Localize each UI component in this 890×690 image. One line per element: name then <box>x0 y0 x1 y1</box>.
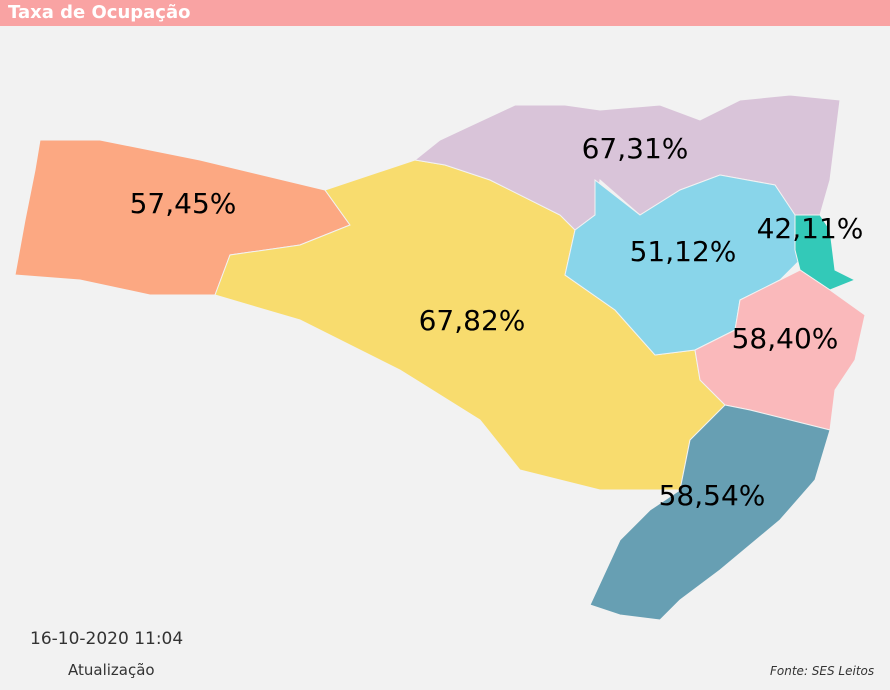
region <box>694 269 866 431</box>
panel-title: Taxa de Ocupação <box>8 2 191 23</box>
region-label: 67,31% <box>582 132 689 165</box>
region-label: 67,82% <box>419 304 526 337</box>
header-bar: Taxa de Ocupação <box>0 0 890 26</box>
region-label: 58,40% <box>732 322 839 355</box>
region <box>794 214 857 291</box>
source-note: Fonte: SES Leitos <box>770 664 875 678</box>
region-label: 51,12% <box>630 235 737 268</box>
region <box>589 404 831 621</box>
region-label: 58,54% <box>659 479 766 512</box>
update-caption: Atualização <box>68 661 155 679</box>
update-timestamp: 16-10-2020 11:04 <box>30 629 184 649</box>
region-label: 42,11% <box>757 212 864 245</box>
region-label: 57,45% <box>130 187 237 220</box>
